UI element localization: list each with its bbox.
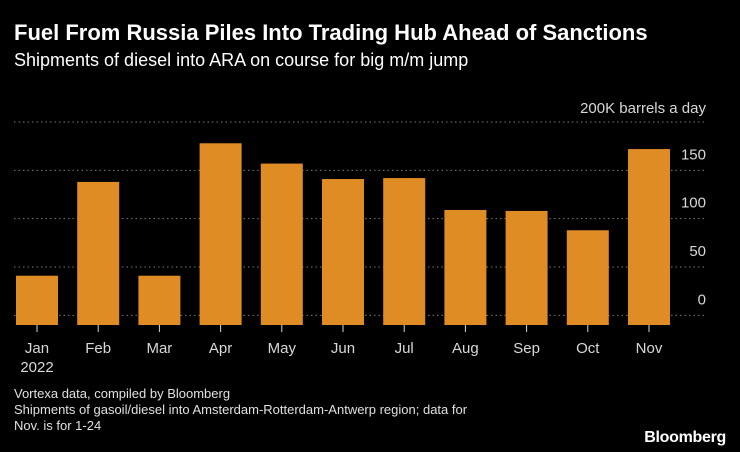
bar-nov: [628, 149, 670, 325]
x-tick-label: May: [268, 340, 297, 357]
data-note-line-1: Shipments of gasoil/diesel into Amsterda…: [14, 402, 468, 417]
bar-chart: 200K barrels a day 0 50 100 150 Jan Feb Mar Apr M…: [14, 100, 706, 376]
x-tick-label: Mar: [146, 340, 172, 357]
x-tick-label: Feb: [85, 340, 111, 357]
y-tick-label: 50: [689, 243, 706, 260]
bar-apr: [199, 143, 242, 325]
bloomberg-logo: Bloomberg: [644, 429, 726, 446]
x-year-label: 2022: [20, 359, 53, 376]
bar-oct: [566, 230, 609, 325]
chart-subtitle: Shipments of diesel into ARA on course f…: [14, 50, 469, 70]
source-note: Vortexa data, compiled by Bloomberg: [14, 386, 231, 401]
y-tick-label: 100: [681, 195, 706, 212]
y-axis-unit-label: 200K barrels a day: [580, 100, 706, 117]
bar-aug: [444, 209, 487, 325]
bar-jun: [322, 179, 364, 325]
x-tick-label: Sep: [513, 340, 540, 357]
bar-may: [260, 163, 303, 325]
x-tick-label: Apr: [209, 340, 232, 357]
x-tick-label: Jan: [25, 340, 49, 357]
x-tick-label: Oct: [576, 340, 600, 357]
chart-footer: Vortexa data, compiled by Bloomberg Ship…: [14, 386, 467, 434]
bar-mar: [138, 275, 181, 325]
x-tick-label: Jul: [395, 340, 414, 357]
x-tick-label: Nov: [636, 340, 663, 357]
bar-jul: [383, 178, 426, 325]
bar-sep: [505, 210, 548, 325]
x-tick-label: Jun: [331, 340, 355, 357]
y-tick-label: 150: [681, 146, 706, 163]
bar-jan: [16, 275, 58, 325]
x-tick-label: Aug: [452, 340, 479, 357]
chart-title: Fuel From Russia Piles Into Trading Hub …: [14, 20, 648, 45]
y-tick-label: 0: [698, 291, 706, 308]
bar-feb: [77, 181, 120, 325]
data-note-line-2: Nov. is for 1-24: [14, 418, 102, 433]
